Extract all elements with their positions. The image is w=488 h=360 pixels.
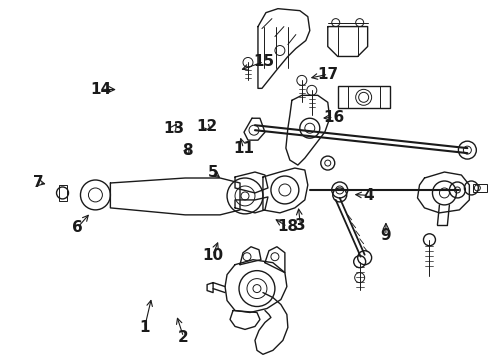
Text: 16: 16	[323, 110, 344, 125]
Text: 8: 8	[181, 143, 192, 158]
Bar	[472, 184, 487, 192]
Text: 7: 7	[33, 175, 44, 190]
Text: 2: 2	[178, 329, 188, 345]
Text: 9: 9	[380, 228, 390, 243]
Text: 14: 14	[90, 82, 111, 97]
Text: 18: 18	[276, 219, 297, 234]
Bar	[337, 86, 389, 108]
Text: 11: 11	[233, 141, 253, 156]
Text: 1: 1	[139, 320, 149, 335]
Text: 10: 10	[202, 248, 223, 263]
Text: 12: 12	[195, 119, 217, 134]
Text: 17: 17	[317, 67, 338, 82]
Text: 4: 4	[363, 188, 373, 203]
Text: 3: 3	[295, 219, 305, 233]
Text: 6: 6	[72, 220, 83, 235]
Bar	[59, 185, 66, 201]
Text: 15: 15	[253, 54, 274, 69]
Text: 5: 5	[207, 165, 218, 180]
Text: 13: 13	[163, 121, 184, 135]
